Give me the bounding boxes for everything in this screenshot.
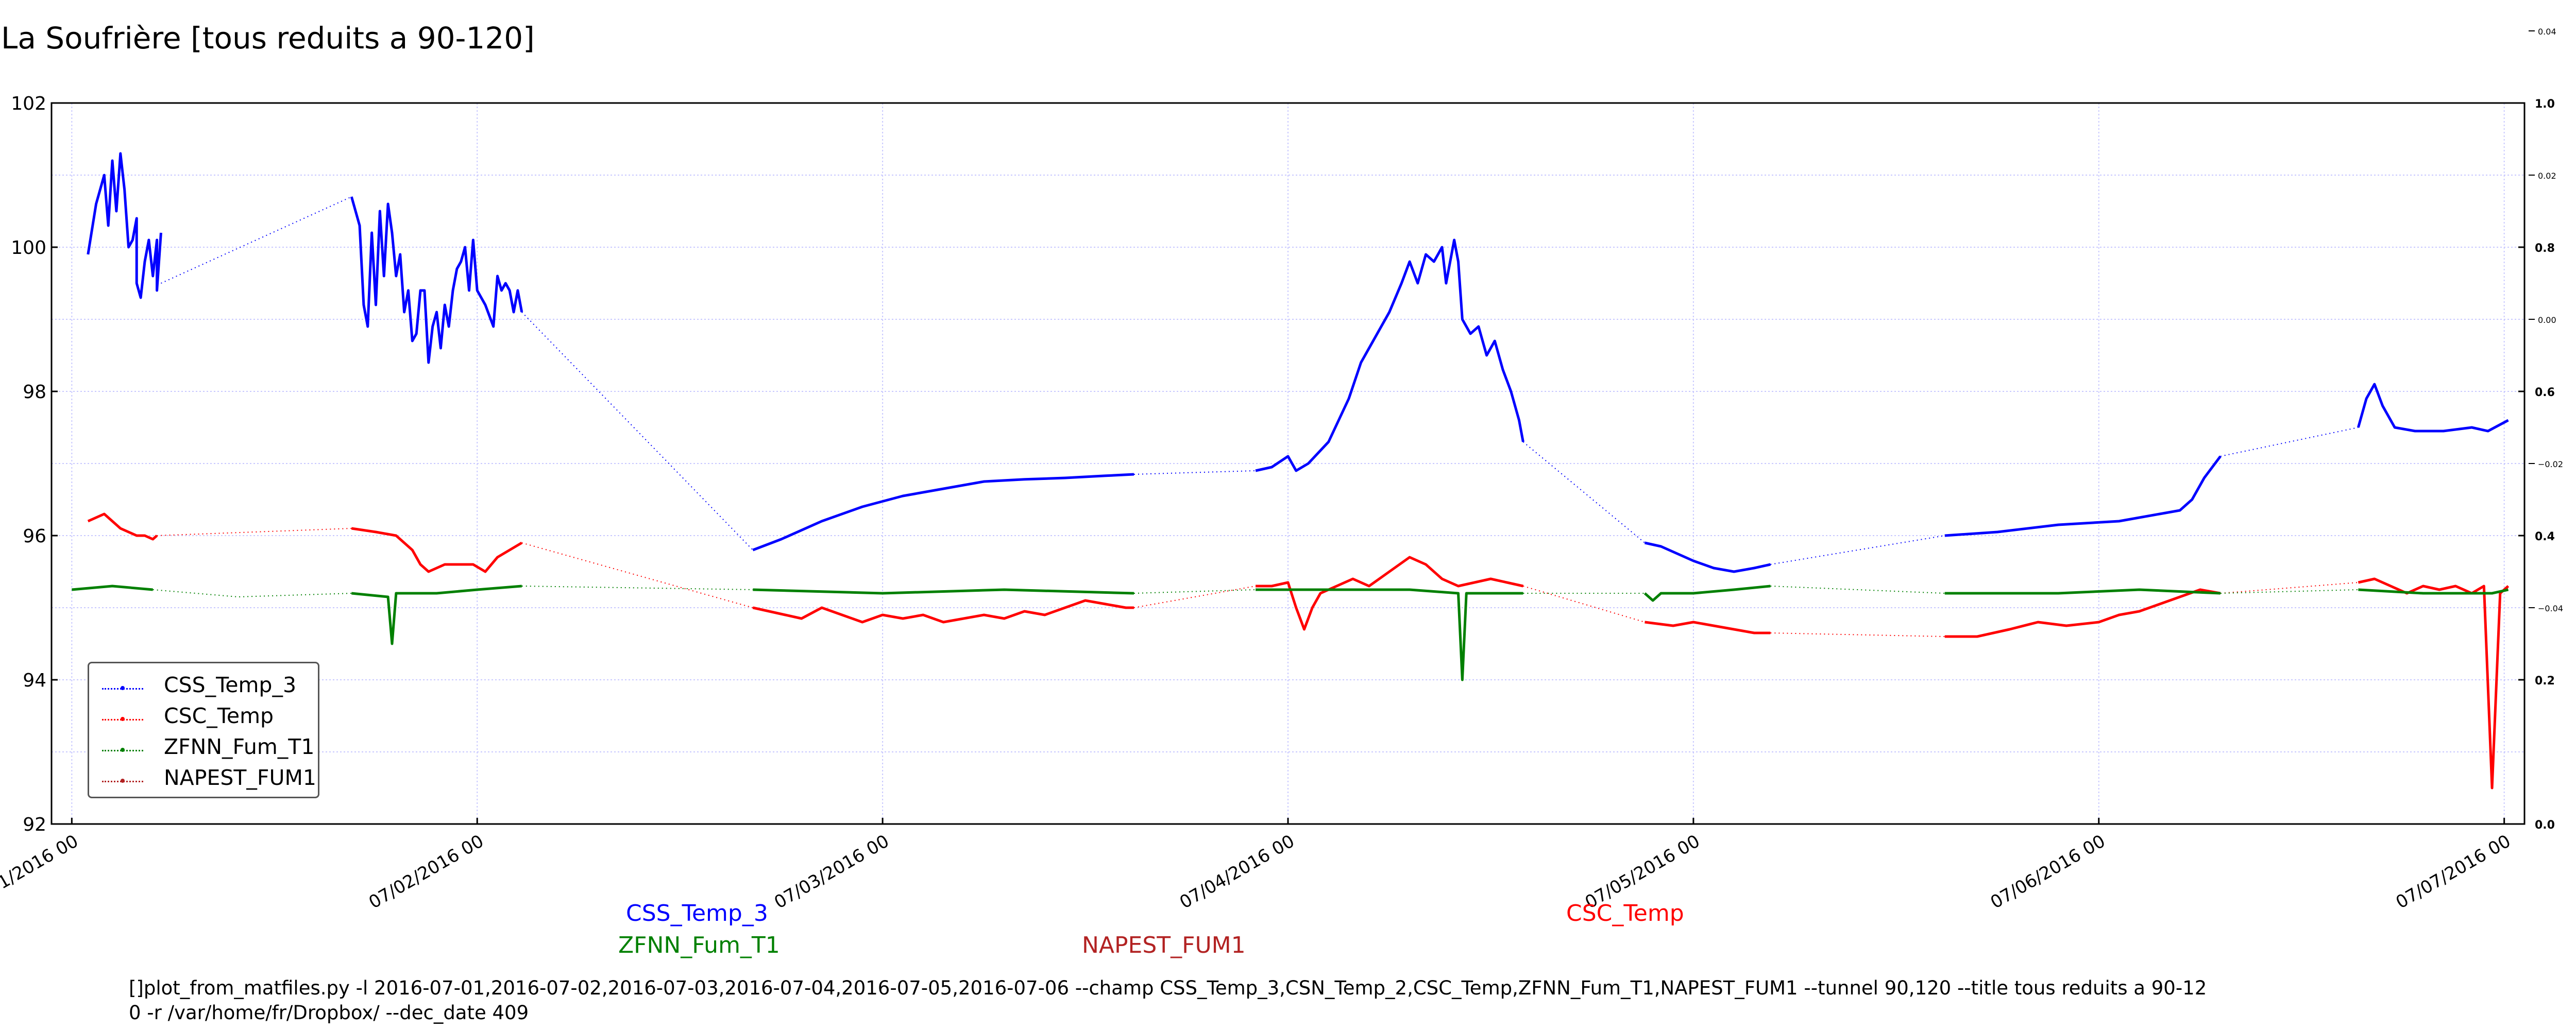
x-tick-label: 07/07/2016 00 <box>2393 831 2515 913</box>
x-axis-ticks: 07/01/2016 00 07/02/2016 00 07/03/2016 00 0… <box>0 818 2514 913</box>
series-segment-CSS_Temp_3 <box>1644 541 1771 573</box>
right-axis-ticks: 0.0 0.2 0.4 0.6 0.8 1.0 −0.04 −0.02 0.00 0.02 0.04 <box>2518 27 2563 832</box>
series-lines <box>72 152 2510 789</box>
series-segment-CSC_Temp <box>752 599 1134 624</box>
y-tick-label: 92 <box>23 814 46 835</box>
legend-label-zfnn: ZFNN_Fum_T1 <box>164 734 315 759</box>
series-segment-ZFNN_Fum_T1 <box>1256 588 1523 681</box>
gap-bridge-CSS_Temp_3 <box>521 312 754 551</box>
x-tick-label: 07/04/2016 00 <box>1176 831 1298 913</box>
inner-right-tick-label: −0.02 <box>2538 459 2563 469</box>
x-tick-label: 07/02/2016 00 <box>365 831 487 913</box>
right-tick-label: 0.4 <box>2535 530 2555 543</box>
series-ZFNN_Fum_T1 <box>72 585 2509 681</box>
series-segment-CSS_Temp_3 <box>1944 455 2222 537</box>
gap-bridge-CSC_Temp <box>2220 582 2359 594</box>
y-tick-label: 98 <box>23 382 46 403</box>
series-segment-CSC_Temp <box>351 527 523 573</box>
series-CSS_Temp_3 <box>87 152 2509 573</box>
inner-right-tick-label: 0.04 <box>2538 27 2556 37</box>
chart-title: La Soufrière [tous reduits a 90-120] <box>1 21 535 56</box>
series-segment-CSC_Temp <box>1256 556 1523 631</box>
gap-bridge-CSS_Temp_3 <box>1522 441 1646 543</box>
caption-zfnn-fum-t1: ZFNN_Fum_T1 <box>618 932 780 958</box>
series-segment-CSC_Temp <box>1645 621 1771 634</box>
gap-bridge-ZFNN_Fum_T1 <box>521 586 753 590</box>
inner-right-tick-label: 0.00 <box>2538 315 2556 325</box>
gap-bridge-CSC_Temp <box>1523 586 1645 623</box>
series-segment-CSS_Temp_3 <box>2357 383 2509 433</box>
series-segment-CSC_Temp <box>1944 588 2221 638</box>
gap-bridge-CSC_Temp <box>521 542 753 608</box>
legend-label-csc: CSC_Temp <box>164 703 274 728</box>
y-tick-label: 102 <box>11 93 46 114</box>
legend-label-napest: NAPEST_FUM1 <box>164 765 316 790</box>
series-segment-CSS_Temp_3 <box>350 196 523 364</box>
right-tick-label: 1.0 <box>2535 98 2555 111</box>
series-segment-ZFNN_Fum_T1 <box>72 585 153 591</box>
series-segment-CSS_Temp_3 <box>1255 238 1524 472</box>
legend-marker-napest <box>121 779 125 783</box>
y-tick-label: 96 <box>23 526 46 547</box>
gap-bridge-ZFNN_Fum_T1 <box>1133 589 1256 594</box>
series-CSC_Temp <box>87 512 2510 789</box>
gap-bridge-CSS_Temp_3 <box>1770 535 1945 565</box>
y-tick-label: 94 <box>23 670 46 691</box>
series-segment-ZFNN_Fum_T1 <box>2358 588 2509 595</box>
gap-bridge-CSS_Temp_3 <box>2220 427 2359 457</box>
gap-bridge-CSS_Temp_3 <box>1133 470 1256 475</box>
caption-css-temp-3: CSS_Temp_3 <box>626 900 768 926</box>
y-axis-ticks: 92 94 96 98 100 102 <box>11 93 58 835</box>
right-tick-label: 0.8 <box>2535 242 2555 255</box>
gap-bridge-CSC_Temp <box>1133 586 1256 608</box>
grid <box>52 102 2524 825</box>
legend-marker-csc <box>121 717 125 721</box>
gap-bridge-CSC_Temp <box>157 528 352 536</box>
caption-napest-fum1: NAPEST_FUM1 <box>1082 932 1246 958</box>
series-segment-CSS_Temp_3 <box>87 152 162 299</box>
gap-bridge-CSC_Temp <box>1770 632 1945 637</box>
x-tick-label: 07/01/2016 00 <box>0 831 82 913</box>
series-segment-CSC_Temp <box>87 512 158 541</box>
command-line: []plot_from_matfiles.py -l 2016-07-01,20… <box>129 976 2207 1025</box>
right-tick-label: 0.0 <box>2535 819 2555 832</box>
inner-right-tick-label: 0.02 <box>2538 171 2556 181</box>
series-segment-CSS_Temp_3 <box>752 473 1134 552</box>
x-tick-label: 07/06/2016 00 <box>1987 831 2109 913</box>
gap-bridges <box>152 196 2359 637</box>
series-segment-ZFNN_Fum_T1 <box>1944 588 2221 595</box>
command-line-2: 0 -r /var/home/fr/Dropbox/ --dec_date 40… <box>129 1002 529 1024</box>
legend-marker-zfnn <box>121 748 125 752</box>
inner-right-tick-label: −0.04 <box>2538 604 2563 613</box>
series-segment-CSC_Temp <box>2358 577 2510 789</box>
x-tick-label: 07/03/2016 00 <box>771 831 893 913</box>
command-line-1: []plot_from_matfiles.py -l 2016-07-01,20… <box>129 977 2207 999</box>
right-tick-label: 0.6 <box>2535 386 2555 399</box>
legend-label-css: CSS_Temp_3 <box>164 673 297 697</box>
right-tick-label: 0.2 <box>2535 675 2555 688</box>
y-tick-label: 100 <box>11 237 46 259</box>
series-segment-ZFNN_Fum_T1 <box>351 585 522 645</box>
series-segment-ZFNN_Fum_T1 <box>753 588 1134 595</box>
series-segment-ZFNN_Fum_T1 <box>1643 585 1771 602</box>
gap-bridge-ZFNN_Fum_T1 <box>152 589 352 598</box>
caption-csc-temp: CSC_Temp <box>1566 900 1684 926</box>
gap-bridge-CSS_Temp_3 <box>161 196 352 284</box>
legend-marker-css <box>121 686 125 690</box>
legend: CSS_Temp_3 CSC_Temp ZFNN_Fum_T1 NAPEST_F… <box>88 662 319 798</box>
gap-bridge-ZFNN_Fum_T1 <box>1770 586 1945 594</box>
